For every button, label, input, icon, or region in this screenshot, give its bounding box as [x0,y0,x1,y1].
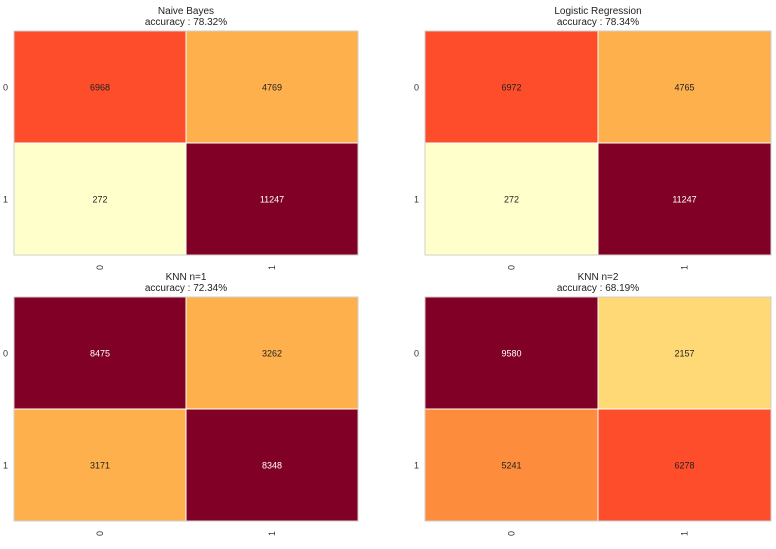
x-tick-label: 1 [267,265,277,270]
cell-value-label: 11247 [672,195,696,205]
chart-subtitle: accuracy : 78.34% [557,17,639,28]
plot-frame [424,296,772,522]
cell-value-label: 272 [92,195,107,205]
cell-value-label: 3171 [90,461,110,471]
chart-subtitle: accuracy : 68.19% [557,283,639,294]
plot-frame [13,296,359,522]
y-tick-label: 0 [3,83,8,93]
heatmap-cell [13,296,187,410]
heatmap-cell [13,142,187,256]
cell-value-label: 2157 [674,349,694,359]
chart-title: Logistic Regression [554,6,641,17]
chart-subtitle: accuracy : 78.32% [145,17,227,28]
chart-subtitle: accuracy : 72.34% [145,283,227,294]
cell-value-label: 6968 [90,83,110,93]
heatmap-cell [597,408,772,522]
cell-value-label: 8348 [262,461,282,471]
x-tick-label: 1 [680,265,690,270]
y-tick-label: 1 [3,195,8,205]
heatmap-cell [185,30,359,144]
cell-value-label: 11247 [260,195,284,205]
x-tick-label: 0 [95,531,105,536]
plot-frame [13,30,359,256]
x-tick-label: 1 [267,531,277,536]
heatmap-cell [13,408,187,522]
x-tick-label: 0 [507,265,517,270]
heatmap-cell [13,30,187,144]
cell-value-label: 5241 [501,461,521,471]
heatmap-cell [597,142,772,256]
y-tick-label: 1 [414,195,419,205]
heatmap-cell [185,142,359,256]
x-tick-label: 1 [680,531,690,536]
chart-title: KNN n=2 [578,272,619,283]
heatmap-cell [185,296,359,410]
cell-value-label: 272 [504,195,519,205]
chart-title: KNN n=1 [166,272,207,283]
heatmap-cell [185,408,359,522]
cell-value-label: 6972 [501,83,521,93]
cell-value-label: 6278 [674,461,694,471]
x-tick-label: 0 [95,265,105,270]
chart-title: Naive Bayes [158,6,214,17]
cell-value-label: 4769 [262,83,282,93]
plot-frame [424,30,772,256]
x-tick-label: 0 [507,531,517,536]
heatmap-cell [597,296,772,410]
cell-value-label: 3262 [262,349,282,359]
y-tick-label: 0 [3,349,8,359]
heatmap-cell [597,30,772,144]
y-tick-label: 0 [414,349,419,359]
cell-value-label: 4765 [674,83,694,93]
cell-value-label: 9580 [501,349,521,359]
y-tick-label: 1 [414,461,419,471]
y-tick-label: 1 [3,461,8,471]
y-tick-label: 0 [414,83,419,93]
cell-value-label: 8475 [90,349,110,359]
